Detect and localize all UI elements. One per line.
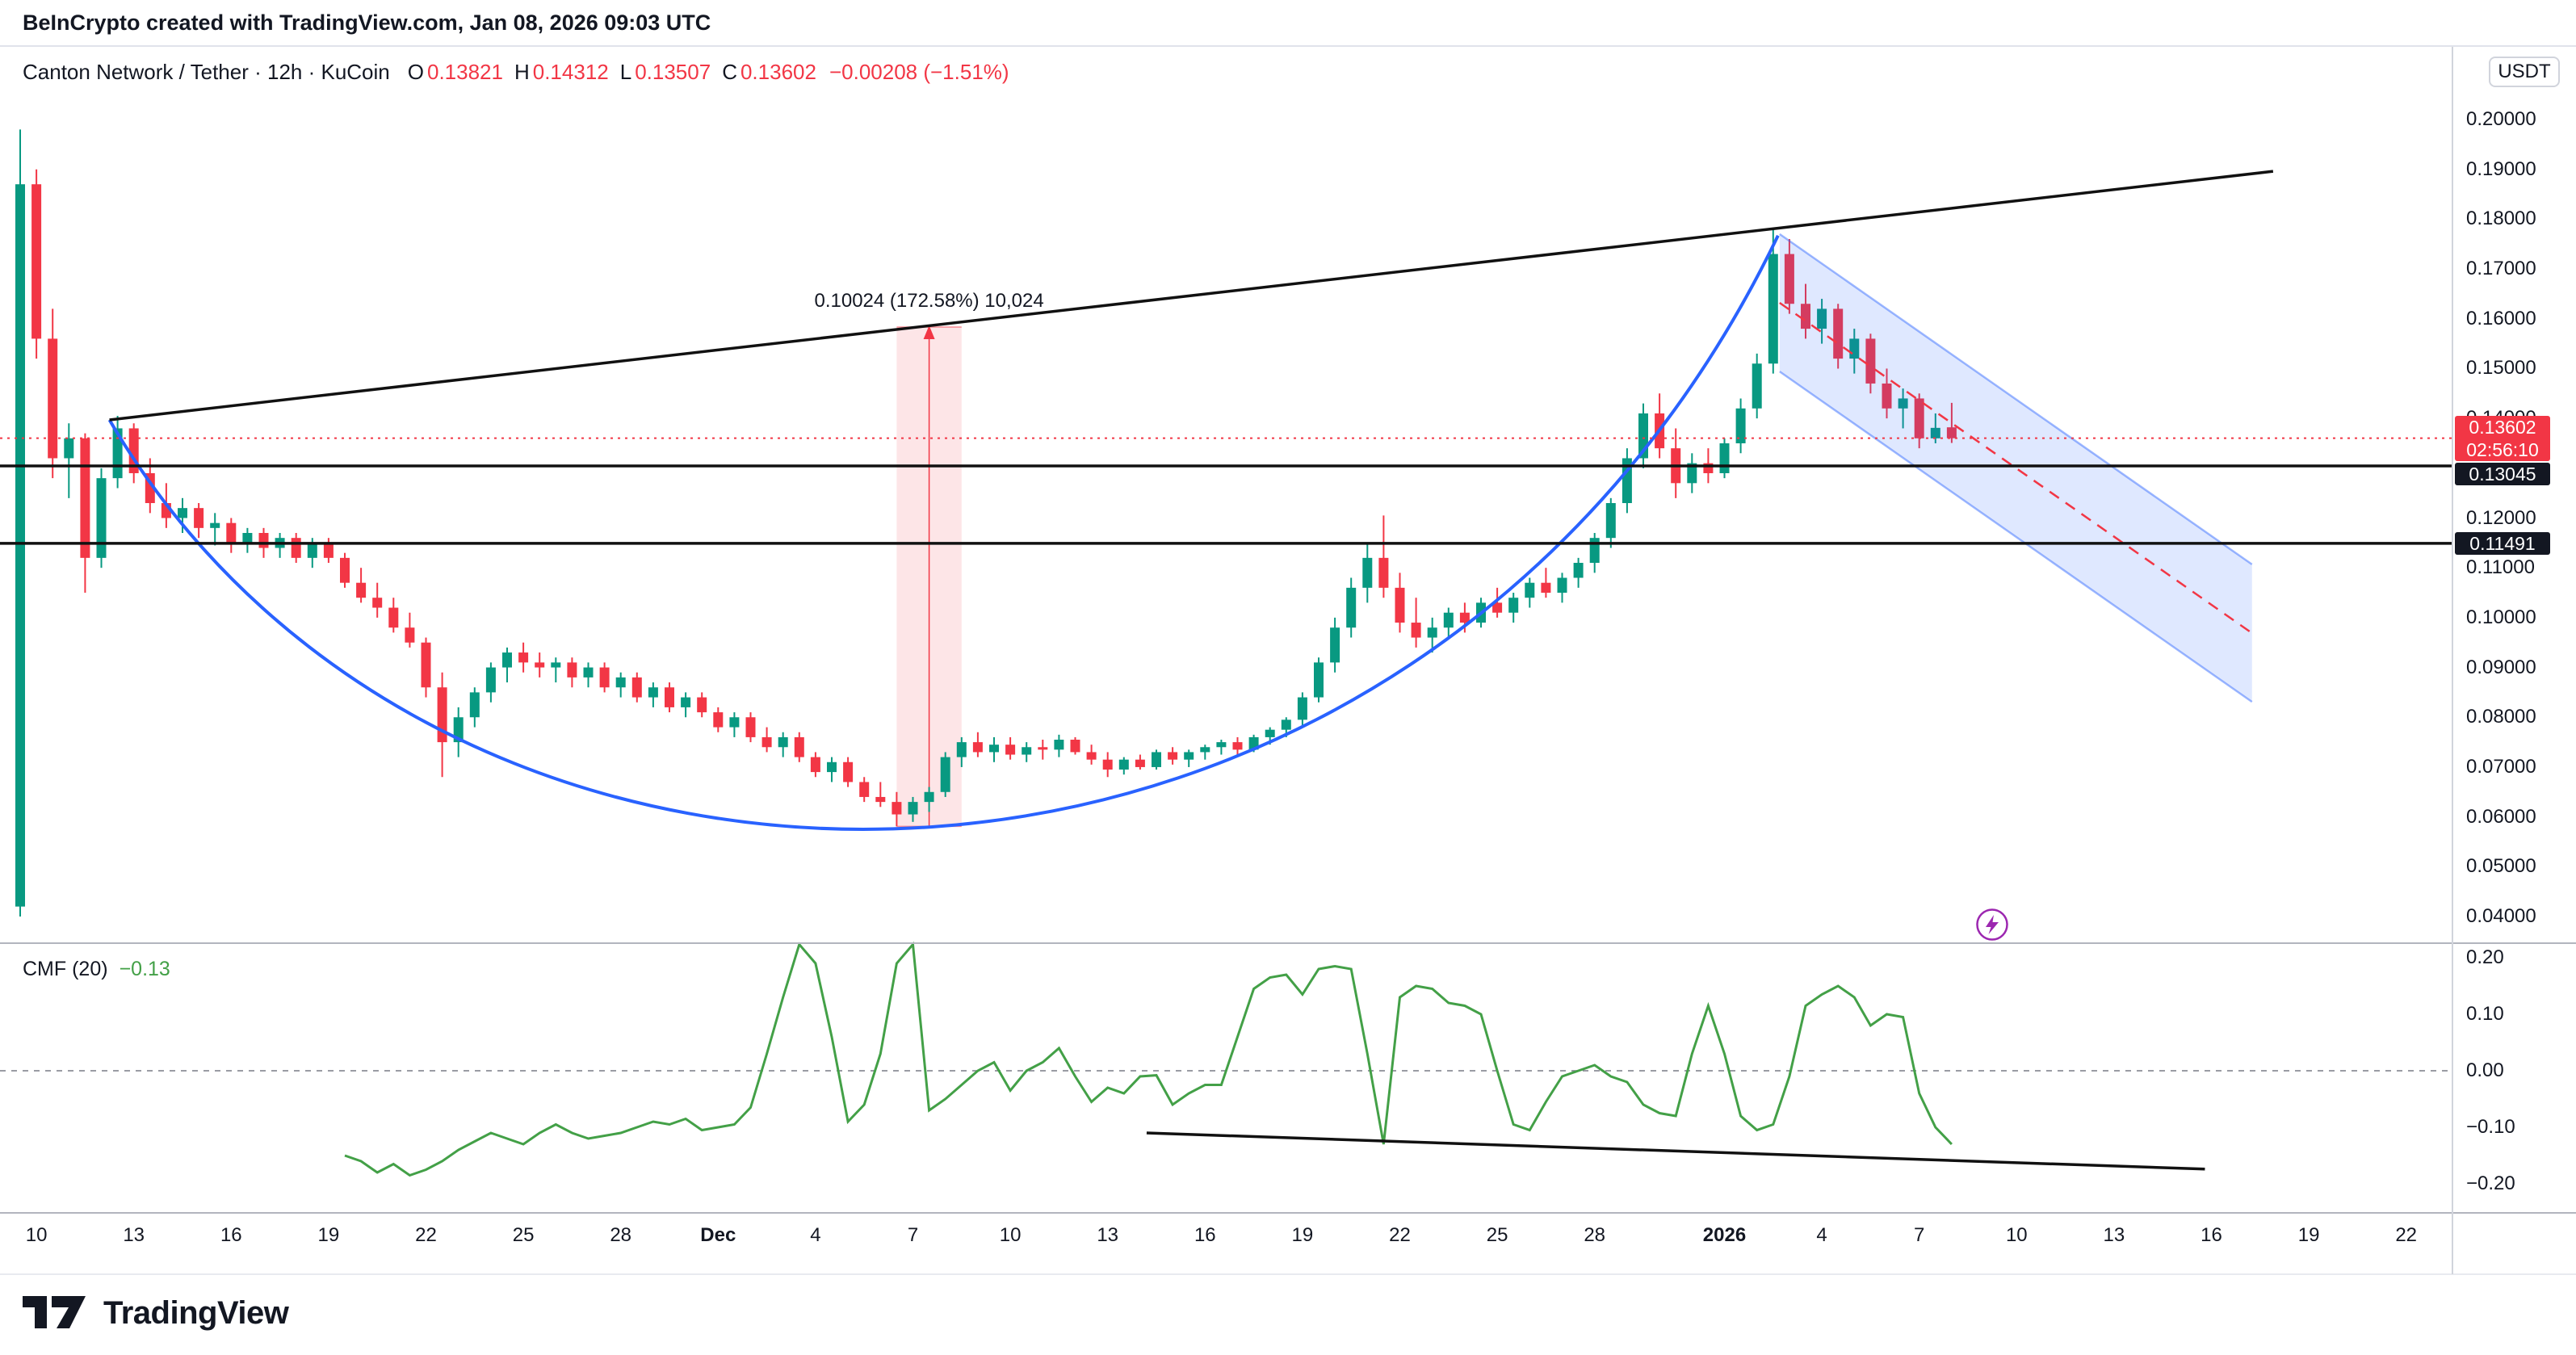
time-tick-label: 16: [220, 1224, 242, 1246]
time-tick-label: 16: [2201, 1224, 2222, 1246]
ohlc-open-letter: O: [407, 60, 424, 84]
time-tick-label: 10: [25, 1224, 48, 1246]
cmf-tick-label: 0.20: [2466, 946, 2504, 968]
ohlc-values: O 0.13821 H 0.14312 L 0.13507 C 0.13602 −0.0…: [408, 60, 1009, 85]
price-tick-label: 0.05000: [2466, 855, 2536, 878]
price-tick-label: 0.11000: [2466, 556, 2535, 579]
attribution-text: BeInCrypto created with TradingView.com,…: [23, 10, 711, 35]
lightning-bolt-icon: [1976, 908, 2008, 941]
cmf-tick-label: −0.10: [2466, 1116, 2515, 1138]
last-price-badge: 0.13602 02:56:10: [2455, 415, 2550, 461]
header-bar: BeInCrypto created with TradingView.com,…: [0, 0, 2576, 47]
price-tick-label: 0.19000: [2466, 157, 2536, 180]
ohlc-low-letter: L: [619, 60, 632, 84]
time-tick-label: 10: [999, 1224, 1022, 1246]
time-tick-label: 28: [610, 1224, 632, 1246]
measure-label: 0.10024 (172.58%) 10,024: [814, 290, 1044, 313]
tradingview-logo-text[interactable]: TradingView: [103, 1294, 289, 1331]
cmf-tick-label: −0.20: [2466, 1173, 2515, 1194]
ohlc-high-letter: H: [514, 60, 530, 84]
price-tick-label: 0.06000: [2466, 805, 2536, 828]
cmf-indicator-name[interactable]: CMF (20): [23, 958, 108, 980]
time-tick-label: 19: [2297, 1224, 2320, 1246]
time-tick-label: 22: [415, 1224, 437, 1246]
time-tick-label: 4: [810, 1224, 821, 1246]
price-tick-label: 0.12000: [2466, 506, 2536, 529]
time-tick-label: Dec: [700, 1224, 736, 1246]
time-tick-label: 13: [2103, 1224, 2125, 1246]
time-tick-label: 2026: [1702, 1224, 1747, 1246]
price-tick-label: 0.16000: [2466, 307, 2536, 329]
time-tick-label: 25: [1486, 1224, 1508, 1246]
currency-toggle-button[interactable]: USDT: [2489, 57, 2560, 87]
time-tick-label: 19: [317, 1224, 340, 1246]
time-tick-label: 7: [1914, 1224, 1925, 1246]
ohlc-open-value: 0.13821: [426, 60, 503, 84]
price-tick-label: 0.18000: [2466, 208, 2536, 230]
price-tick-label: 0.08000: [2466, 706, 2536, 728]
time-tick-label: 19: [1291, 1224, 1314, 1246]
time-tick-label: 22: [2395, 1224, 2418, 1246]
symbol-title[interactable]: Canton Network / Tether · 12h · KuCoin: [23, 60, 390, 84]
price-level-badge: 0.11491: [2455, 531, 2550, 555]
price-tick-label: 0.20000: [2466, 108, 2536, 130]
time-tick-label: 25: [512, 1224, 535, 1246]
cmf-indicator-value: −0.13: [119, 958, 170, 980]
tradingview-logo-icon[interactable]: [23, 1294, 87, 1332]
time-tick-label: 16: [1194, 1224, 1216, 1246]
price-tick-label: 0.09000: [2466, 656, 2536, 678]
time-tick-label: 7: [907, 1224, 919, 1246]
symbol-legend: Canton Network / Tether · 12h · KuCoin O…: [23, 60, 1009, 85]
time-tick-label: 13: [1097, 1224, 1119, 1246]
time-tick-label: 4: [1816, 1224, 1827, 1246]
flash-button[interactable]: [1975, 908, 2009, 942]
time-tick-label: 10: [2005, 1224, 2028, 1246]
ohlc-close-value: 0.13602: [740, 60, 816, 84]
ohlc-low-value: 0.13507: [635, 60, 711, 84]
price-tick-label: 0.07000: [2466, 755, 2536, 778]
ohlc-high-value: 0.14312: [532, 60, 609, 84]
change-value: −0.00208 (−1.51%): [829, 60, 1009, 84]
price-level-badge: 0.13045: [2455, 462, 2550, 485]
time-tick-label: 13: [123, 1224, 145, 1246]
time-tick-label: 22: [1389, 1224, 1411, 1246]
price-tick-label: 0.04000: [2466, 905, 2536, 927]
ohlc-close-letter: C: [722, 60, 737, 84]
cmf-tick-label: 0.00: [2466, 1059, 2504, 1081]
time-tick-label: 28: [1584, 1224, 1606, 1246]
price-tick-label: 0.15000: [2466, 357, 2536, 380]
price-tick-label: 0.10000: [2466, 606, 2536, 628]
price-tick-label: 0.17000: [2466, 258, 2536, 280]
cmf-tick-label: 0.10: [2466, 1003, 2504, 1025]
footer-bar: TradingView: [23, 1289, 289, 1337]
cmf-legend: CMF (20) −0.13: [23, 958, 170, 981]
